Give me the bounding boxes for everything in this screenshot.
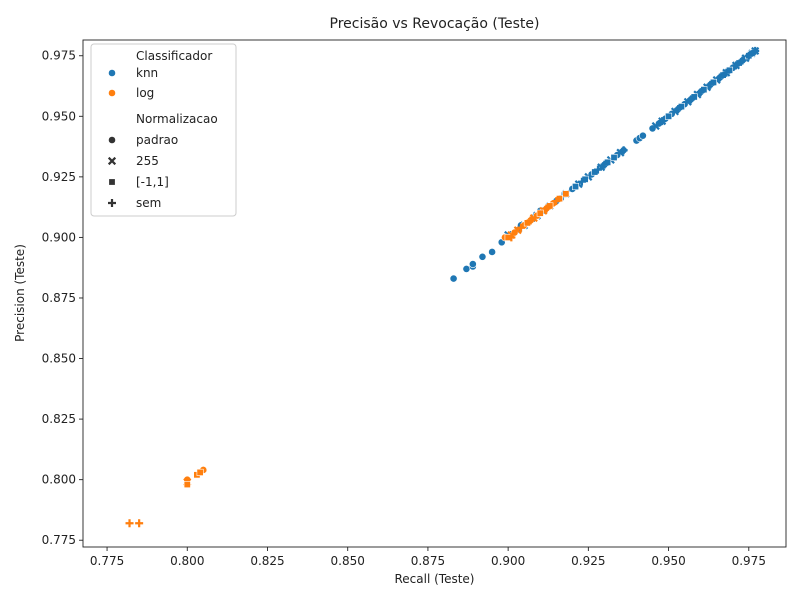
data-point (135, 519, 144, 528)
x-tick-label: 0.875 (411, 554, 445, 568)
data-point (600, 160, 609, 169)
legend-style-title: Normalizacao (136, 112, 218, 126)
y-tick-label: 0.825 (42, 412, 76, 426)
legend: Classificador knn log Normalizacao padrao… (90, 43, 237, 217)
x-tick-label: 0.975 (732, 554, 766, 568)
data-point (665, 112, 673, 120)
y-axis: 0.775 0.800 0.825 0.850 0.875 0.900 0.925 0.950… (42, 49, 83, 547)
data-point (738, 56, 747, 65)
x-tick-label: 0.900 (491, 554, 525, 568)
data-point (674, 105, 683, 114)
data-point (562, 190, 570, 198)
data-point (610, 153, 618, 161)
plot-area (125, 46, 760, 528)
x-axis-label: Recall (Teste) (395, 572, 475, 586)
y-axis-label: Precision (Teste) (13, 244, 27, 342)
legend-marker-style (107, 156, 117, 166)
x-tick-label: 0.925 (571, 554, 605, 568)
data-point (577, 177, 586, 186)
legend-label-knn: knn (136, 66, 158, 80)
legend-hue-title: Classificador (136, 49, 212, 63)
data-point (468, 260, 477, 268)
data-point (658, 117, 667, 126)
data-point (526, 216, 535, 225)
data-point (722, 68, 731, 77)
x-axis: 0.775 0.800 0.825 0.850 0.875 0.900 0.925 0.950… (90, 547, 766, 568)
y-tick-label: 0.800 (42, 473, 76, 487)
legend-label-style: 255 (136, 154, 159, 168)
legend-label-style: [-1,1] (136, 175, 169, 189)
data-point (536, 209, 544, 217)
y-tick-label: 0.850 (42, 352, 76, 366)
legend-marker-style (108, 199, 116, 207)
data-point (542, 204, 551, 213)
y-tick-label: 0.775 (42, 533, 76, 547)
data-point (696, 88, 705, 97)
data-point (619, 146, 628, 155)
y-tick-label: 0.950 (42, 109, 76, 123)
series-log-sem (125, 197, 561, 528)
data-point (706, 80, 715, 89)
legend-marker-log (108, 89, 116, 97)
data-point (715, 73, 724, 82)
plot-frame (82, 39, 787, 548)
data-point (488, 248, 496, 256)
data-point (516, 223, 525, 232)
x-tick-label: 0.800 (170, 554, 204, 568)
legend-label-style: sem (136, 196, 161, 210)
y-tick-label: 0.900 (42, 230, 76, 244)
data-point (552, 197, 561, 206)
data-point (572, 183, 580, 191)
legend-label-style: padrao (136, 133, 178, 147)
data-point (593, 165, 602, 174)
data-point (687, 95, 696, 104)
x-tick-label: 0.775 (90, 554, 124, 568)
data-point (196, 468, 204, 476)
data-point (125, 519, 134, 528)
y-tick-label: 0.975 (42, 49, 76, 63)
data-point (478, 252, 487, 261)
data-point (183, 481, 191, 489)
x-tick-label: 0.825 (250, 554, 284, 568)
data-point (638, 131, 647, 140)
data-point (449, 274, 458, 283)
legend-marker-style (108, 178, 116, 186)
chart-title: Precisão vs Revocação (Teste) (330, 16, 540, 32)
data-point (751, 46, 760, 55)
y-tick-label: 0.875 (42, 291, 76, 305)
data-point (731, 61, 740, 70)
legend-box (90, 43, 237, 217)
x-tick-label: 0.950 (651, 554, 685, 568)
data-point (744, 51, 753, 60)
legend-label-log: log (136, 86, 154, 100)
data-point (651, 121, 660, 131)
data-point (507, 233, 516, 242)
legend-marker-knn (108, 69, 116, 77)
y-tick-label: 0.925 (42, 170, 76, 184)
x-tick-label: 0.850 (331, 554, 365, 568)
legend-marker-style (108, 136, 116, 144)
